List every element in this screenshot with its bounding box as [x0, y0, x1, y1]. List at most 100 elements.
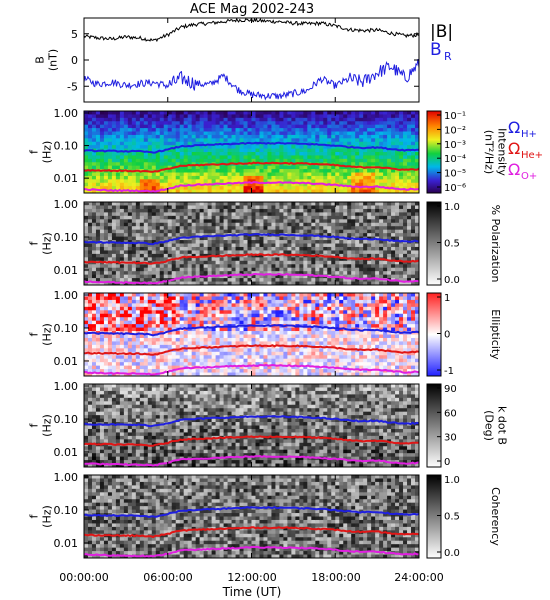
panel-intensity: 1.000.100.01f (Hz)10⁻¹10⁻²10⁻³10⁻⁴10⁻⁵10⁻… — [27, 107, 543, 194]
heatmap-cell — [315, 117, 320, 122]
heatmap-cell — [127, 348, 133, 353]
heatmap-cell — [343, 165, 348, 170]
heatmap-cell — [411, 114, 416, 119]
heatmap-cell — [411, 267, 416, 272]
heatmap-cell — [155, 267, 161, 272]
heatmap-cell — [143, 365, 149, 370]
heatmap-cell — [275, 186, 280, 190]
heatmap-cell — [143, 229, 149, 234]
panel-polarization-ylabel: f (Hz) — [27, 232, 53, 255]
heatmap-cell — [335, 141, 340, 146]
heatmap-cell — [155, 317, 161, 322]
heatmap-cell — [87, 257, 93, 262]
heatmap-cell — [207, 229, 213, 234]
heatmap-cell — [211, 134, 217, 139]
heatmap-cell — [295, 172, 300, 177]
heatmap-cell — [411, 233, 416, 237]
heatmap-cell — [379, 141, 384, 146]
heatmap-cell — [179, 303, 185, 308]
heatmap-cell — [347, 250, 352, 255]
heatmap-cell — [91, 327, 97, 332]
heatmap-cell — [179, 271, 185, 276]
heatmap-cell — [359, 208, 364, 213]
heatmap-cell — [267, 274, 272, 279]
heatmap-cell — [159, 134, 165, 139]
heatmap-cell — [191, 141, 197, 146]
heatmap-cell — [291, 246, 296, 251]
heatmap-cell — [183, 372, 189, 377]
heatmap-cell — [163, 134, 169, 139]
heatmap-cell — [283, 202, 288, 206]
heatmap-cell — [355, 114, 360, 119]
heatmap-cell — [115, 226, 121, 231]
heatmap-cell — [107, 205, 113, 210]
heatmap-cell — [107, 327, 113, 332]
heatmap-cell — [95, 306, 101, 311]
heatmap-cell — [387, 117, 392, 122]
heatmap-cell — [199, 172, 205, 177]
heatmap-cell — [163, 219, 169, 224]
heatmap-cell — [163, 152, 169, 156]
heatmap-cell — [311, 114, 316, 119]
heatmap-cell — [159, 182, 165, 187]
heatmap-cell — [227, 208, 232, 213]
heatmap-cell — [91, 355, 97, 360]
heatmap-cell — [155, 296, 161, 301]
heatmap-cell — [191, 226, 197, 231]
heatmap-cell — [143, 134, 149, 139]
heatmap-cell — [295, 208, 300, 213]
heatmap-cell — [167, 152, 173, 156]
heatmap-cell — [395, 229, 400, 234]
heatmap-cell — [203, 372, 209, 377]
heatmap-cell — [379, 172, 384, 177]
heatmap-cell — [179, 243, 185, 248]
heatmap-cell — [291, 250, 296, 255]
heatmap-cell — [275, 253, 280, 258]
heatmap-cell — [195, 229, 201, 234]
heatmap-cell — [383, 202, 388, 206]
heatmap-cell — [95, 334, 101, 339]
heatmap-cell — [223, 243, 228, 248]
heatmap-cell — [243, 229, 248, 234]
heatmap-cell — [383, 246, 388, 251]
heatmap-cell — [295, 278, 300, 282]
heatmap-cell — [219, 250, 224, 255]
heatmap-cell — [227, 260, 232, 265]
heatmap-cell — [195, 240, 201, 244]
heatmap-cell — [163, 310, 169, 315]
heatmap-cell — [127, 182, 133, 187]
heatmap-cell — [399, 117, 404, 122]
heatmap-cell — [315, 134, 320, 139]
heatmap-cell — [347, 240, 352, 244]
heatmap-cell — [135, 243, 141, 248]
heatmap-cell — [263, 215, 268, 220]
heatmap-cell — [84, 158, 89, 163]
heatmap-cell — [123, 229, 129, 234]
heatmap-cell — [95, 246, 101, 251]
heatmap-cell — [271, 111, 276, 115]
heatmap-cell — [367, 175, 372, 180]
heatmap-cell — [279, 172, 284, 177]
heatmap-cell — [231, 260, 236, 265]
heatmap-cell — [199, 327, 205, 332]
heatmap-cell — [367, 274, 372, 279]
heatmap-cell — [175, 111, 181, 115]
heatmap-cell — [303, 148, 308, 153]
heatmap-cell — [319, 121, 324, 126]
heatmap-cell — [155, 365, 161, 370]
heatmap-cell — [219, 306, 224, 311]
heatmap-cell — [155, 229, 161, 234]
heatmap-cell — [399, 138, 404, 143]
heatmap-cell — [195, 165, 201, 170]
heatmap-cell — [231, 274, 236, 279]
heatmap-cell — [87, 128, 93, 132]
heatmap-cell — [147, 355, 153, 360]
heatmap-cell — [291, 131, 296, 136]
heatmap-cell — [315, 260, 320, 265]
heatmap-cell — [315, 128, 320, 132]
heatmap-cell — [263, 117, 268, 122]
heatmap-cell — [383, 281, 388, 286]
heatmap-cell — [195, 264, 201, 269]
heatmap-cell — [259, 229, 264, 234]
heatmap-cell — [183, 134, 189, 139]
